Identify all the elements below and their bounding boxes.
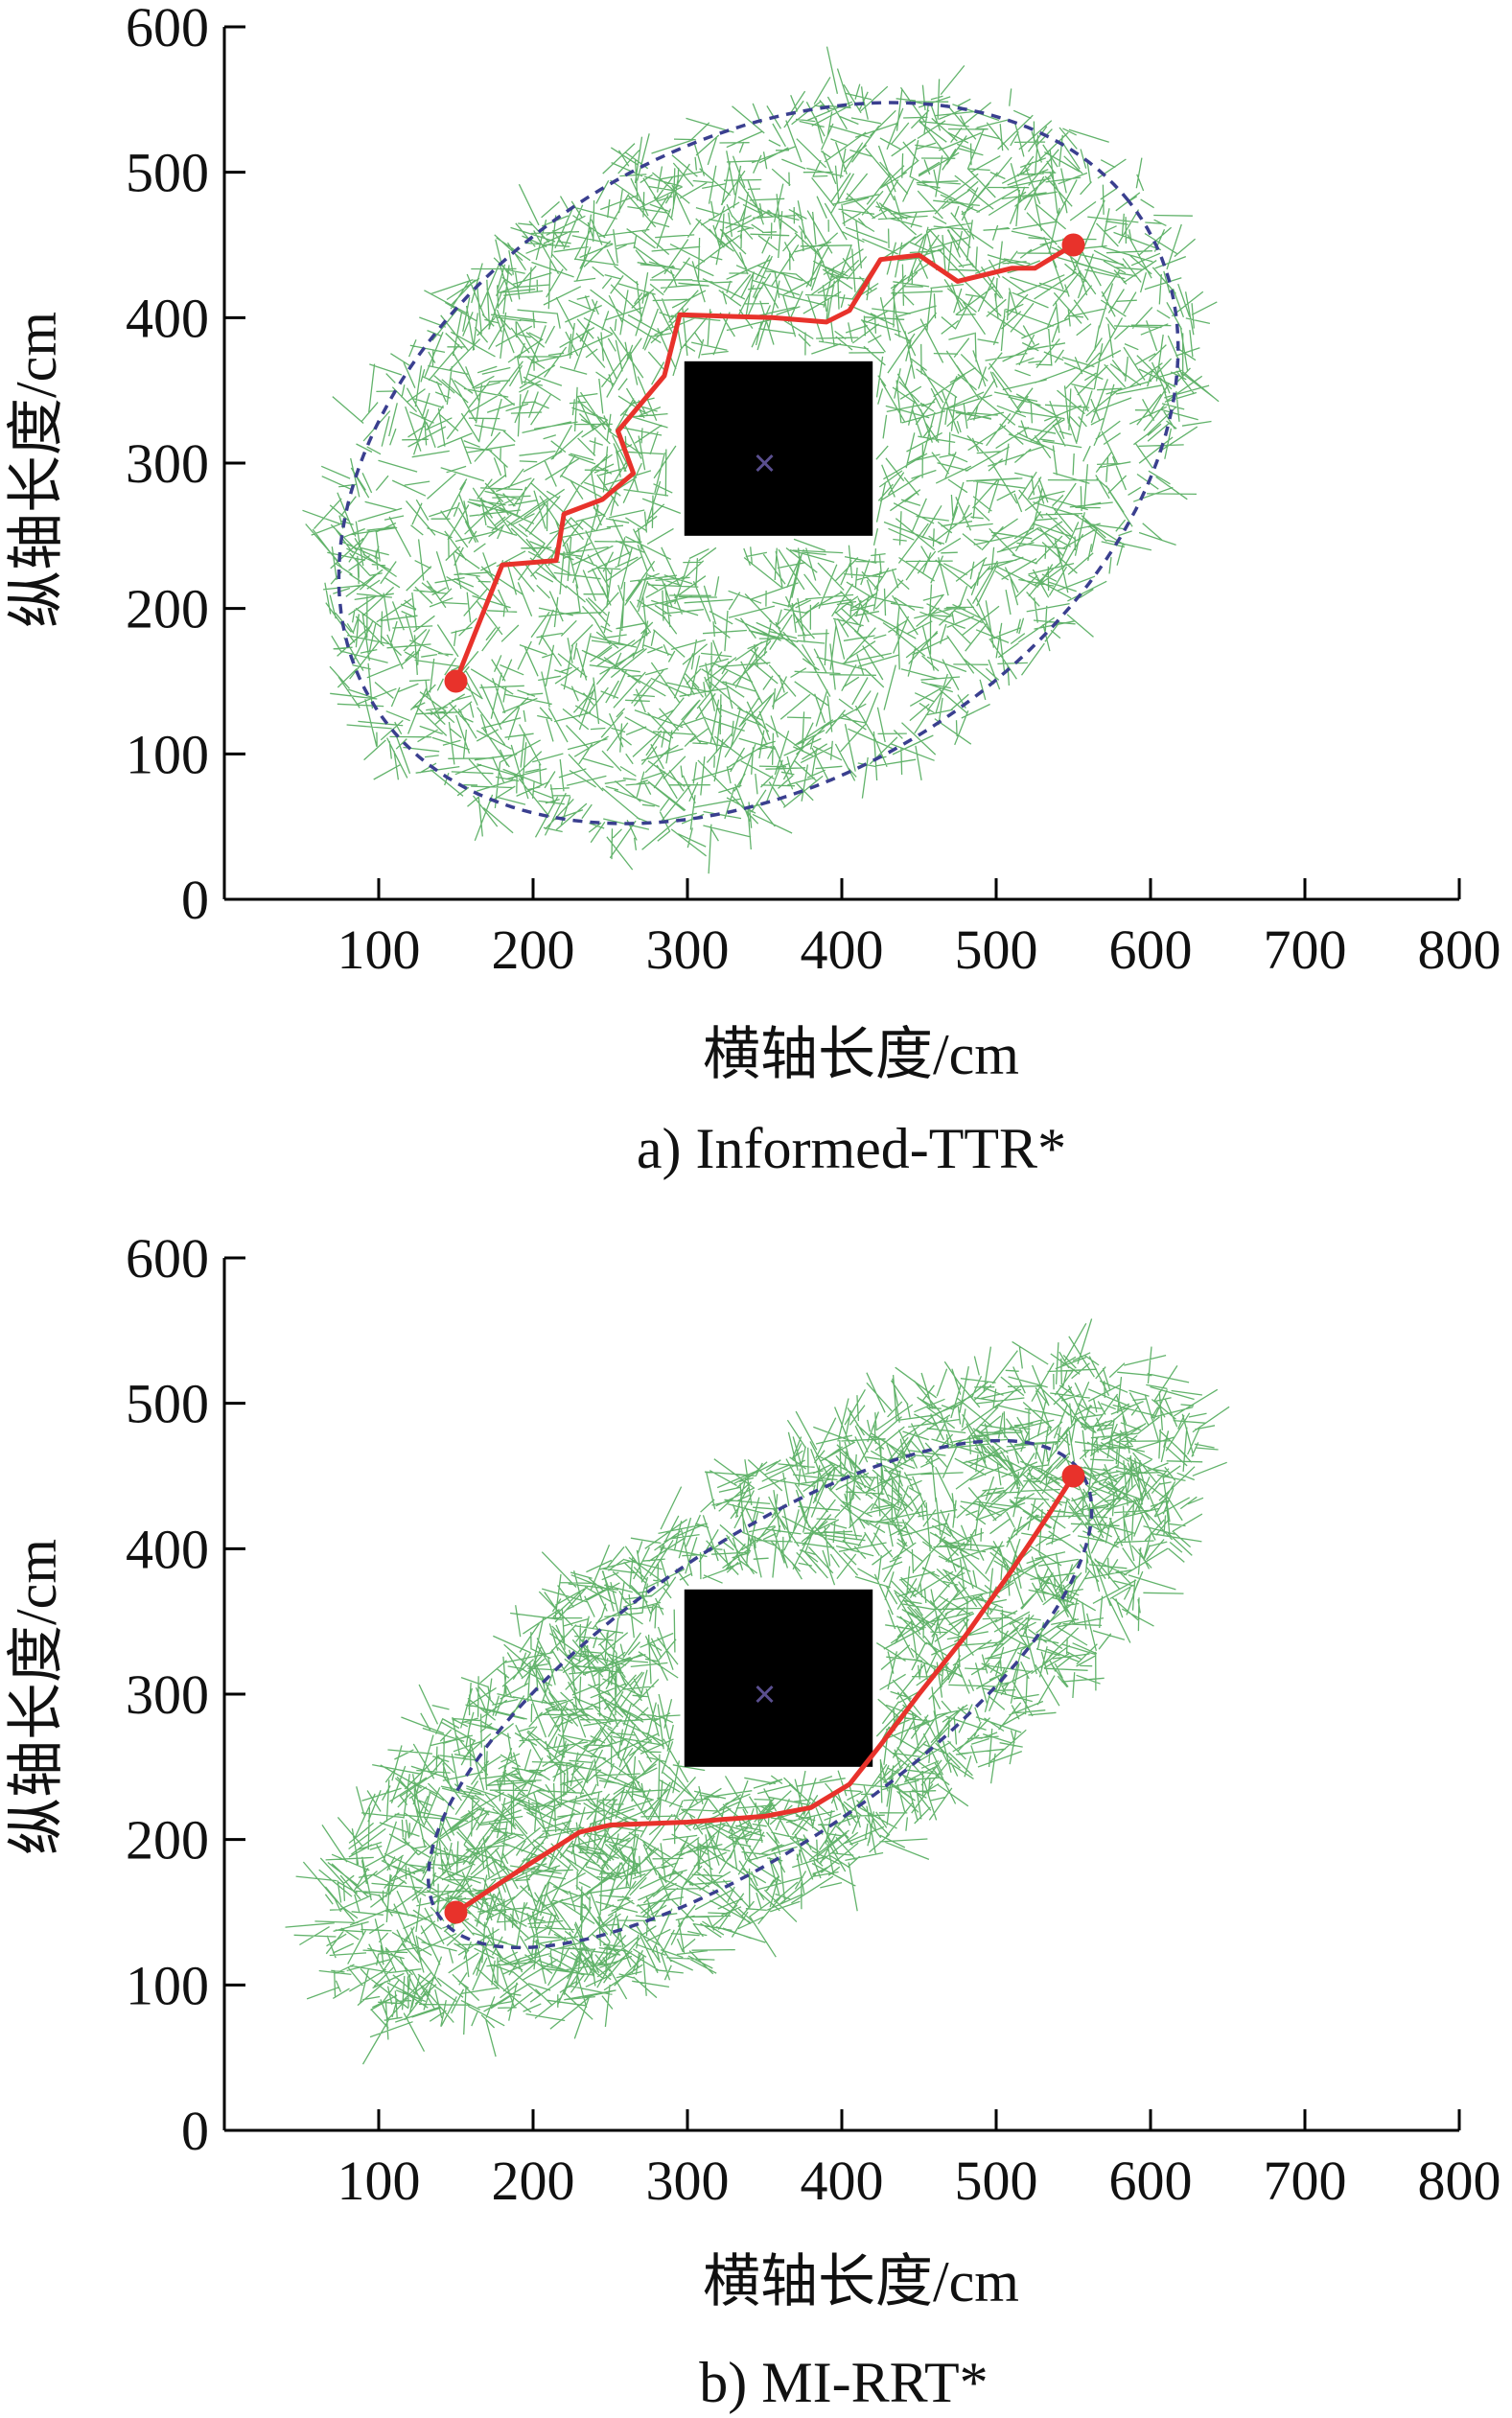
x-axis-title: 横轴长度/cm: [703, 2250, 1019, 2313]
x-tick-label: 500: [955, 2150, 1038, 2212]
x-tick-label: 200: [492, 2150, 575, 2212]
sampling-ellipse: [337, 101, 1180, 825]
y-tick-label: 100: [126, 723, 209, 785]
tree-edges: [302, 46, 1220, 874]
chart-mi-rrt: 100 200 300 400 500 600 700 800 0 100 200 300 400 500…: [5, 1227, 1501, 2414]
goal-point: [1061, 233, 1085, 257]
y-tick-label: 0: [181, 869, 209, 931]
y-tick-label: 600: [126, 1227, 209, 1290]
y-tick-label: 300: [126, 1663, 209, 1726]
search-tree: [285, 1318, 1230, 2065]
x-tick-label: 200: [492, 918, 575, 981]
y-axis-title: 纵轴长度/cm: [5, 312, 68, 628]
y-tick-label: 400: [126, 1518, 209, 1580]
x-tick-label: 600: [1109, 918, 1193, 981]
goal-point: [1061, 1464, 1085, 1488]
figure-caption: b) MI-RRT*: [699, 2351, 988, 2414]
planned-path: [454, 1475, 1076, 1915]
y-tick-label: 200: [126, 578, 209, 640]
obstacle: [684, 360, 873, 536]
y-tick-label: 300: [126, 432, 209, 495]
chart-informed-ttr: 100 200 300 400 500 600 700 800 0 100 200 300 400 500…: [5, 0, 1501, 1180]
x-tick-label: 700: [1264, 2150, 1347, 2212]
tree-edges: [285, 1318, 1230, 2065]
start-point: [444, 669, 468, 693]
obstacle-center-marker: [756, 1685, 774, 1704]
sampling-ellipse: [426, 1438, 1094, 1950]
y-axis-title: 纵轴长度/cm: [5, 1539, 68, 1855]
x-tick-label: 400: [801, 2150, 884, 2212]
x-tick-label: 500: [955, 918, 1038, 981]
obstacle-center-marker: [756, 453, 774, 473]
x-tick-label: 800: [1418, 2150, 1501, 2212]
figure-caption: a) Informed-TTR*: [637, 1117, 1066, 1180]
y-tick-label: 600: [126, 0, 209, 58]
planned-path: [454, 243, 1075, 683]
y-tick-label: 500: [126, 1373, 209, 1435]
search-tree: [302, 46, 1220, 874]
x-tick-label: 800: [1418, 918, 1501, 981]
x-tick-label: 400: [801, 918, 884, 981]
y-tick-label: 0: [181, 2100, 209, 2162]
x-tick-label: 300: [646, 2150, 730, 2212]
x-tick-label: 600: [1109, 2150, 1193, 2212]
axes: 100 200 300 400 500 600 700 800 0 100 200 300 400 500…: [126, 1227, 1501, 2212]
y-tick-label: 500: [126, 142, 209, 204]
start-point: [444, 1900, 468, 1924]
y-tick-label: 100: [126, 1954, 209, 2016]
obstacle: [684, 1589, 873, 1767]
y-tick-label: 200: [126, 1809, 209, 1872]
center-mark-stroke: [756, 1685, 774, 1704]
center-mark-stroke: [756, 453, 774, 473]
axes: 100 200 300 400 500 600 700 800 0 100 200 300 400 500…: [126, 0, 1501, 981]
x-tick-label: 100: [337, 918, 421, 981]
x-tick-label: 100: [337, 2150, 421, 2212]
x-tick-label: 700: [1264, 918, 1347, 981]
x-axis-title: 横轴长度/cm: [703, 1023, 1019, 1086]
x-tick-label: 300: [646, 918, 730, 981]
y-tick-label: 400: [126, 287, 209, 349]
